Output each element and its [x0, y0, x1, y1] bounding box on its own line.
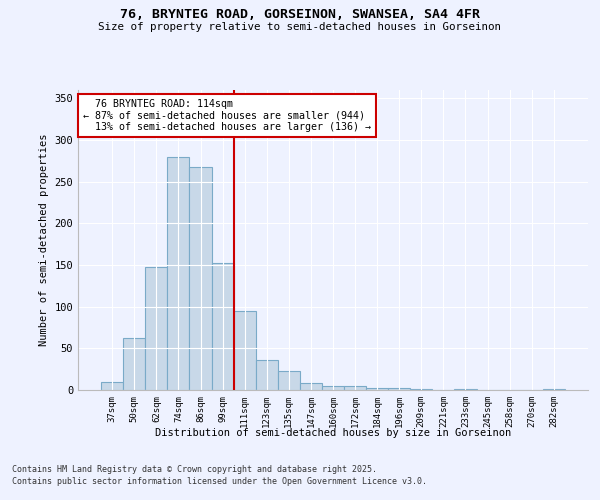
Text: Contains public sector information licensed under the Open Government Licence v3: Contains public sector information licen…: [12, 478, 427, 486]
Bar: [344, 386, 366, 390]
Bar: [145, 266, 167, 390]
Y-axis label: Number of semi-detached properties: Number of semi-detached properties: [39, 134, 49, 346]
Text: 76 BRYNTEG ROAD: 114sqm  
← 87% of semi-detached houses are smaller (944)
  13% : 76 BRYNTEG ROAD: 114sqm ← 87% of semi-de…: [83, 99, 371, 132]
Text: Contains HM Land Registry data © Crown copyright and database right 2025.: Contains HM Land Registry data © Crown c…: [12, 465, 377, 474]
Text: Size of property relative to semi-detached houses in Gorseinon: Size of property relative to semi-detach…: [98, 22, 502, 32]
Bar: [123, 338, 145, 390]
Bar: [167, 156, 190, 390]
Bar: [256, 360, 278, 390]
Bar: [190, 166, 212, 390]
Bar: [366, 388, 388, 390]
Bar: [322, 386, 344, 390]
Text: 76, BRYNTEG ROAD, GORSEINON, SWANSEA, SA4 4FR: 76, BRYNTEG ROAD, GORSEINON, SWANSEA, SA…: [120, 8, 480, 20]
Text: Distribution of semi-detached houses by size in Gorseinon: Distribution of semi-detached houses by …: [155, 428, 511, 438]
Bar: [278, 371, 300, 390]
Bar: [300, 382, 322, 390]
Bar: [543, 389, 565, 390]
Bar: [410, 389, 433, 390]
Bar: [212, 262, 233, 390]
Bar: [101, 382, 123, 390]
Bar: [454, 389, 476, 390]
Bar: [233, 311, 256, 390]
Bar: [388, 388, 410, 390]
